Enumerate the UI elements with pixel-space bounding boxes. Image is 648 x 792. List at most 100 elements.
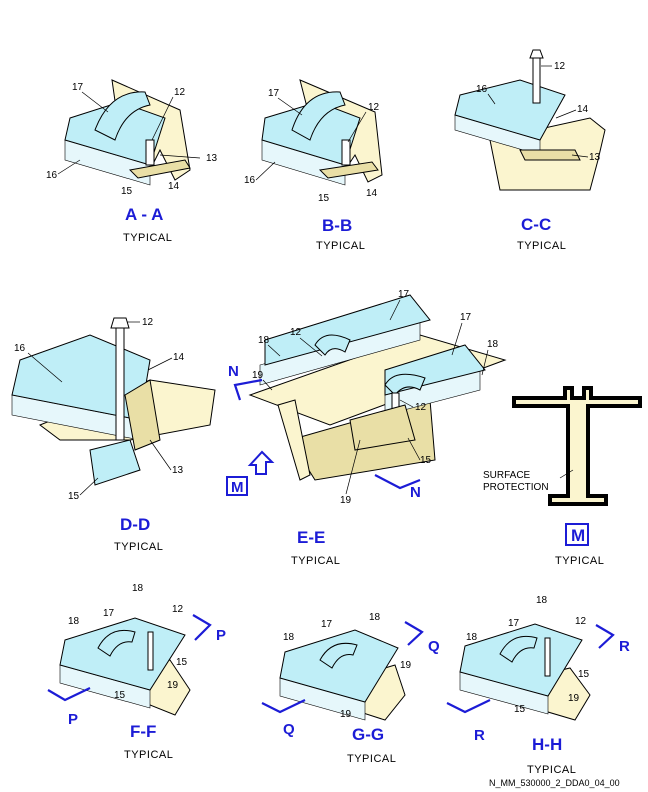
- view-arrow-p-top: P: [192, 614, 226, 644]
- section-bb-callouts: 17 12 16 15 14: [244, 88, 380, 204]
- callout-15: 15: [176, 657, 188, 668]
- section-dd-callouts: 12 16 14 13 15: [14, 317, 185, 502]
- callout-18: 18: [487, 339, 499, 350]
- view-arrow-n-bottom: N: [374, 474, 421, 501]
- callout-19: 19: [568, 693, 580, 704]
- view-label-p: P: [216, 627, 226, 644]
- section-bb-drawing: [261, 79, 383, 186]
- section-dd-label: D-D: [120, 515, 150, 534]
- section-aa-label: A - A: [125, 205, 163, 224]
- callout-12: 12: [368, 102, 380, 113]
- callout-12: 12: [174, 87, 186, 98]
- callout-15: 15: [68, 491, 80, 502]
- callout-16: 16: [244, 175, 256, 186]
- section-aa-callouts: 17 12 13 16 15 14: [46, 82, 218, 197]
- section-ee-note: TYPICAL: [291, 555, 340, 567]
- section-gg-drawing: [279, 629, 406, 721]
- view-label-p-2: P: [68, 711, 78, 728]
- section-dd-drawing: [11, 317, 216, 486]
- section-ee-drawing: [248, 294, 507, 481]
- section-m-drawing: [512, 386, 642, 506]
- surface-protection-line1: SURFACE: [483, 470, 531, 481]
- callout-15: 15: [514, 704, 526, 715]
- callout-14: 14: [366, 188, 378, 199]
- view-label-q-2: Q: [283, 721, 295, 738]
- section-ee-callouts: 17 17 18 18 12 12 19 15 19: [252, 289, 499, 506]
- callout-12: 12: [575, 616, 587, 627]
- view-label-r-2: R: [474, 727, 485, 744]
- view-arrow-m: M: [226, 450, 275, 496]
- callout-18: 18: [132, 583, 144, 594]
- callout-19: 19: [252, 370, 264, 381]
- section-dd-note: TYPICAL: [114, 541, 163, 553]
- section-gg-callouts: 18 18 17 19 19: [283, 612, 412, 720]
- surface-protection-line2: PROTECTION: [483, 482, 549, 493]
- callout-17: 17: [321, 619, 333, 630]
- document-reference: N_MM_530000_2_DDA0_04_00: [489, 778, 620, 788]
- callout-16: 16: [46, 170, 58, 181]
- view-label-n-2: N: [410, 484, 421, 501]
- section-hh-note: TYPICAL: [527, 764, 576, 776]
- callout-15: 15: [420, 455, 432, 466]
- callout-13: 13: [172, 465, 184, 476]
- callout-14: 14: [577, 104, 589, 115]
- section-m-label: M: [571, 526, 585, 545]
- callout-17: 17: [72, 82, 84, 93]
- view-label-n: N: [228, 363, 239, 380]
- callout-14: 14: [168, 181, 180, 192]
- section-gg-label: G-G: [352, 725, 384, 744]
- section-ff-callouts: 18 18 17 12 15 15 19: [68, 583, 188, 701]
- section-ff-drawing: [59, 617, 191, 716]
- view-arrow-r-top: R: [595, 624, 630, 655]
- callout-12: 12: [142, 317, 154, 328]
- callout-15: 15: [578, 669, 590, 680]
- view-label-r: R: [619, 638, 630, 655]
- callout-12: 12: [172, 604, 184, 615]
- callout-17: 17: [460, 312, 472, 323]
- callout-17: 17: [508, 618, 520, 629]
- section-ee-label: E-E: [297, 528, 325, 547]
- section-hh-callouts: 18 18 17 12 15 15 19: [466, 595, 590, 715]
- section-m-note: TYPICAL: [555, 555, 604, 567]
- section-hh-drawing: [459, 623, 591, 721]
- section-aa-drawing: [64, 79, 201, 186]
- section-m-label-box: M: [565, 523, 589, 546]
- callout-18: 18: [536, 595, 548, 606]
- callout-12: 12: [415, 402, 427, 413]
- callout-18: 18: [258, 335, 270, 346]
- callout-13: 13: [589, 152, 601, 163]
- callout-14: 14: [173, 352, 185, 363]
- callout-17: 17: [103, 608, 115, 619]
- callout-12: 12: [290, 327, 302, 338]
- view-label-q: Q: [428, 638, 440, 655]
- section-ff-label: F-F: [130, 722, 156, 741]
- view-label-m: M: [231, 479, 244, 496]
- section-bb-label: B-B: [322, 216, 352, 235]
- callout-19: 19: [167, 680, 179, 691]
- callout-16: 16: [14, 343, 26, 354]
- callout-18: 18: [68, 616, 80, 627]
- section-cc-callouts: 12 16 14 13: [476, 61, 601, 163]
- section-cc-note: TYPICAL: [517, 240, 566, 252]
- callout-15: 15: [114, 690, 126, 701]
- section-cc-drawing: [454, 49, 606, 191]
- view-arrow-p-bottom: P: [47, 687, 91, 728]
- callout-19: 19: [340, 709, 352, 720]
- section-gg-note: TYPICAL: [347, 753, 396, 765]
- view-arrow-q-top: Q: [404, 621, 440, 655]
- callout-17: 17: [268, 88, 280, 99]
- callout-16: 16: [476, 84, 488, 95]
- callout-19: 19: [340, 495, 352, 506]
- section-hh-label: H-H: [532, 735, 562, 754]
- callout-13: 13: [206, 153, 218, 164]
- callout-19: 19: [400, 660, 412, 671]
- section-cc-label: C-C: [521, 215, 551, 234]
- view-arrow-q-bottom: Q: [261, 699, 306, 738]
- callout-18: 18: [466, 632, 478, 643]
- section-bb-note: TYPICAL: [316, 240, 365, 252]
- section-aa-note: TYPICAL: [123, 232, 172, 244]
- callout-12: 12: [554, 61, 566, 72]
- callout-15: 15: [121, 186, 133, 197]
- section-ff-note: TYPICAL: [124, 749, 173, 761]
